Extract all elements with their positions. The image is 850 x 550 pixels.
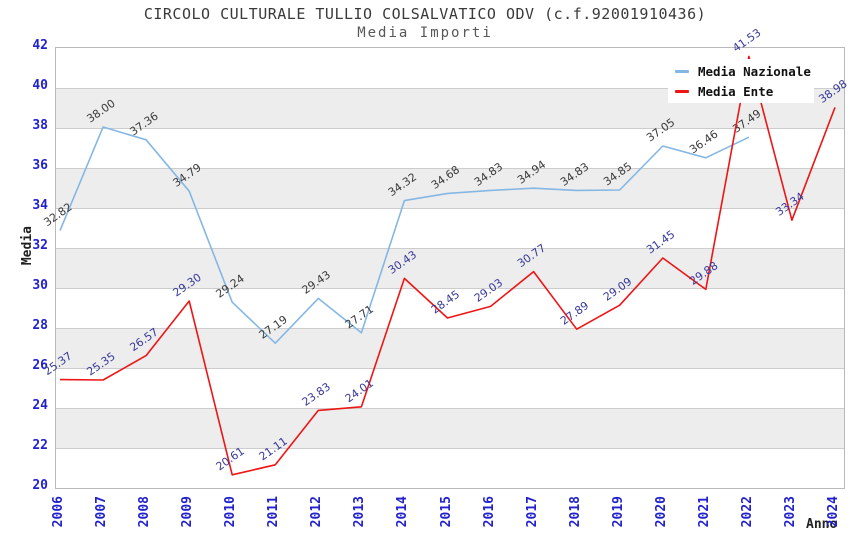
point-label: 34.83 [558, 160, 591, 189]
point-label: 29.43 [300, 268, 333, 297]
h-gridline [56, 208, 844, 209]
point-label: 32.82 [41, 200, 74, 229]
legend-item-media-ente: Media Ente [668, 81, 814, 101]
h-gridline [56, 88, 844, 89]
y-tick-label: 26 [32, 358, 48, 373]
y-tick-label: 42 [32, 38, 48, 53]
h-gridline [56, 248, 844, 249]
y-tick-label: 38 [32, 118, 48, 133]
h-gridline [56, 368, 844, 369]
point-label: 37.36 [127, 110, 160, 139]
point-label: 36.46 [687, 128, 720, 157]
h-gridline [56, 288, 844, 289]
point-label: 34.79 [171, 161, 204, 190]
y-tick-label: 40 [32, 78, 48, 93]
point-label: 34.94 [515, 158, 548, 187]
point-label: 25.37 [41, 349, 74, 378]
h-gridline [56, 168, 844, 169]
y-tick-label: 32 [32, 238, 48, 253]
legend: Media Nazionale Media Ente [668, 59, 814, 103]
point-label: 29.30 [171, 271, 204, 300]
point-label: 29.03 [472, 276, 505, 305]
h-gridline [56, 408, 844, 409]
h-gridline [56, 448, 844, 449]
point-label: 34.32 [386, 170, 419, 199]
point-label: 37.05 [644, 116, 677, 145]
point-label: 27.19 [257, 313, 290, 342]
y-tick-label: 30 [32, 278, 48, 293]
point-label: 28.45 [429, 288, 462, 317]
legend-label-media-nazionale: Media Nazionale [698, 63, 811, 79]
point-label: 30.77 [515, 241, 548, 270]
h-gridline [56, 128, 844, 129]
y-tick-label: 22 [32, 438, 48, 453]
point-label: 26.57 [127, 325, 160, 354]
point-label: 29.88 [687, 259, 720, 288]
chart-subtitle: Media Importi [357, 25, 493, 41]
series-line-media-nazionale [59, 126, 750, 345]
point-label: 34.83 [472, 160, 505, 189]
legend-label-media-ente: Media Ente [698, 83, 774, 99]
h-gridline [56, 328, 844, 329]
x-axis-title: Anno [806, 517, 838, 532]
point-label: 24.01 [343, 377, 376, 406]
point-label: 38.98 [816, 77, 849, 106]
y-tick-label: 34 [32, 198, 48, 213]
point-label: 31.45 [644, 228, 677, 257]
point-label: 23.83 [300, 380, 333, 409]
media-ente-line-swatch [675, 89, 689, 93]
series-line-media-ente [59, 55, 836, 476]
y-tick-label: 36 [32, 158, 48, 173]
point-label: 34.68 [429, 163, 462, 192]
point-label: 27.71 [343, 303, 376, 332]
y-tick-label: 20 [32, 478, 48, 493]
point-label: 30.43 [386, 248, 419, 277]
point-label: 38.00 [84, 97, 117, 126]
point-label: 29.09 [601, 275, 634, 304]
legend-item-media-nazionale: Media Nazionale [668, 61, 814, 81]
media-nazionale-line-swatch [675, 69, 689, 73]
y-tick-label: 24 [32, 398, 48, 413]
point-label: 21.11 [257, 435, 290, 464]
chart-title: CIRCOLO CULTURALE TULLIO COLSALVATICO OD… [143, 5, 707, 23]
y-tick-label: 28 [32, 318, 48, 333]
point-label: 41.53 [730, 26, 763, 55]
point-label: 34.85 [601, 160, 634, 189]
plot-area [55, 47, 845, 489]
